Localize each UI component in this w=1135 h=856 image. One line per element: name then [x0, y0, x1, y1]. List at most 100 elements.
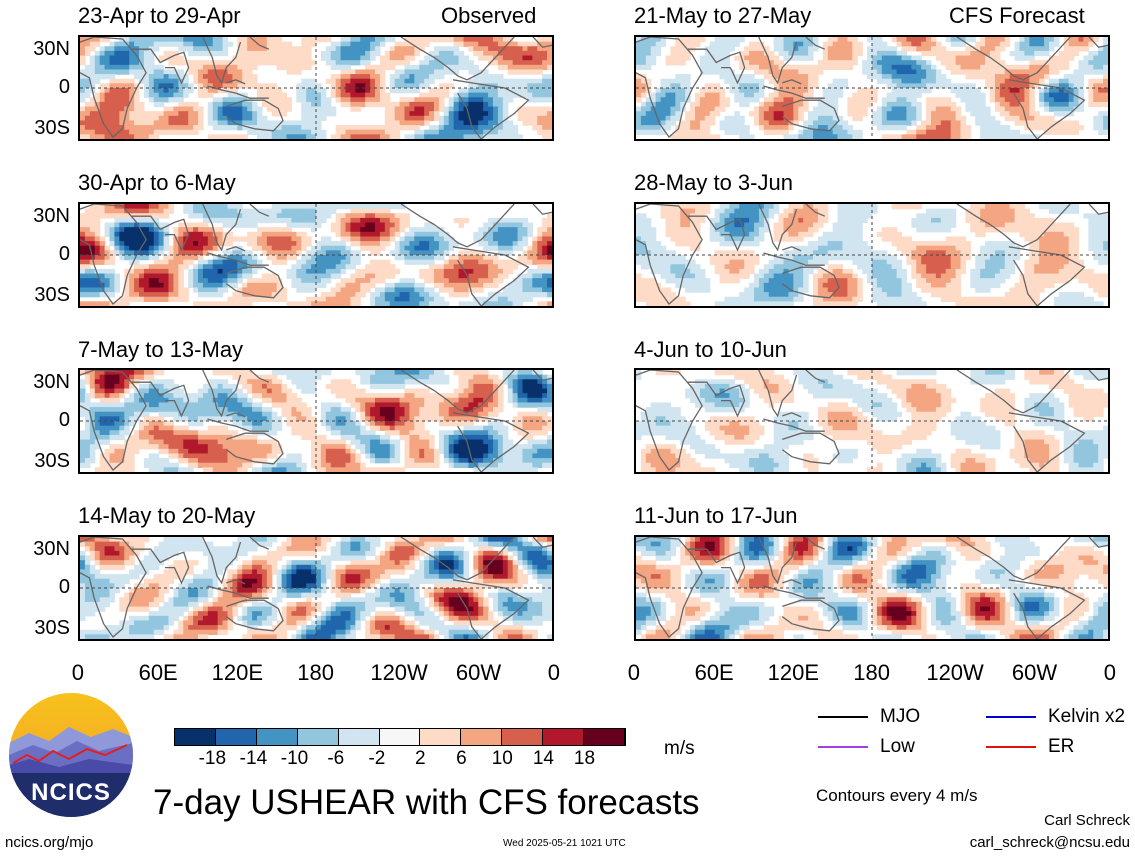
shear-cell	[384, 444, 391, 450]
shear-cell	[207, 379, 214, 385]
shear-cell	[183, 120, 189, 126]
shear-cell	[345, 217, 352, 224]
shear-cell	[148, 50, 155, 57]
shear-cell	[178, 129, 184, 135]
shear-cell	[375, 301, 381, 306]
shear-cell	[222, 416, 229, 422]
shear-cell	[497, 397, 504, 404]
shear-cell	[89, 411, 96, 417]
shear-cell	[158, 120, 165, 126]
shear-cell	[99, 462, 106, 468]
shear-cell	[212, 97, 219, 103]
shear-cell	[438, 448, 445, 455]
shear-cell	[193, 264, 199, 270]
shear-cell	[340, 259, 347, 265]
shear-cell	[409, 69, 415, 75]
shear-cell	[80, 268, 86, 275]
shear-cell	[99, 204, 106, 210]
shear-cell	[247, 287, 253, 293]
shear-cell	[537, 55, 543, 61]
shear-cell	[183, 241, 189, 247]
shear-cell	[419, 379, 425, 385]
shear-cell	[512, 245, 519, 251]
shear-cell	[148, 296, 155, 302]
shear-cell	[252, 74, 258, 80]
shear-cell	[537, 92, 543, 98]
shear-cell	[153, 439, 160, 445]
shear-cell	[473, 407, 479, 413]
shear-cell	[463, 92, 470, 98]
shear-cell	[547, 106, 552, 112]
shear-cell	[232, 273, 238, 279]
shear-cell	[414, 287, 420, 293]
shear-cell	[212, 370, 219, 376]
shear-cell	[384, 129, 391, 135]
shear-cell	[217, 268, 224, 275]
shear-cell	[517, 92, 524, 98]
shear-cell	[345, 55, 352, 61]
shear-cell	[330, 439, 337, 445]
shear-cell	[202, 434, 209, 441]
shear-cell	[350, 236, 356, 242]
shear-cell	[404, 296, 411, 302]
shear-cell	[114, 393, 120, 399]
shear-cell	[114, 115, 120, 122]
shear-cell	[153, 37, 160, 43]
shear-cell	[257, 278, 263, 284]
shear-cell	[527, 425, 533, 431]
shear-cell	[434, 245, 440, 251]
shear-cell	[271, 204, 278, 210]
shear-cell	[527, 255, 533, 261]
shear-cell	[527, 411, 533, 417]
shear-cell	[488, 222, 494, 228]
shear-cell	[483, 245, 489, 251]
shear-cell	[134, 111, 140, 117]
shear-cell	[247, 462, 253, 468]
shear-cell	[148, 250, 155, 256]
shear-cell	[202, 259, 209, 265]
shear-cell	[173, 287, 179, 293]
shear-cell	[227, 282, 234, 289]
shear-cell	[355, 231, 361, 238]
shear-cell	[286, 101, 293, 108]
shear-cell	[414, 106, 420, 112]
shear-cell	[168, 411, 175, 417]
shear-cell	[497, 88, 504, 94]
shear-cell	[296, 231, 302, 238]
shear-cell	[497, 439, 504, 445]
shear-cell	[429, 97, 435, 103]
shear-cell	[453, 129, 460, 135]
shear-cell	[527, 227, 533, 233]
shear-cell	[276, 129, 283, 135]
shear-cell	[242, 250, 248, 256]
shear-cell	[129, 83, 135, 89]
shear-cell	[429, 402, 435, 408]
shear-cell	[139, 60, 145, 66]
shear-cell	[257, 115, 263, 122]
shear-cell	[340, 74, 347, 80]
shear-cell	[232, 111, 238, 117]
shear-cell	[527, 64, 533, 71]
shear-cell	[453, 241, 460, 247]
shear-cell	[237, 388, 243, 394]
shear-cell	[443, 268, 450, 275]
shear-cell	[104, 83, 111, 89]
shear-cell	[547, 125, 552, 131]
shear-cell	[143, 236, 150, 242]
shear-cell	[527, 282, 533, 289]
shear-cell	[202, 411, 209, 417]
shear-cell	[468, 388, 474, 394]
shear-cell	[148, 120, 155, 126]
shear-cell	[286, 402, 293, 408]
shear-cell	[453, 115, 460, 122]
shear-cell	[507, 46, 514, 52]
shear-cell	[114, 448, 120, 455]
shear-cell	[178, 255, 184, 261]
shear-cell	[355, 92, 361, 98]
shear-cell	[222, 287, 229, 293]
shear-cell	[473, 287, 479, 293]
shear-cell	[94, 111, 101, 117]
shear-cell	[311, 111, 317, 117]
shear-cell	[306, 92, 312, 98]
shear-cell	[247, 448, 253, 455]
